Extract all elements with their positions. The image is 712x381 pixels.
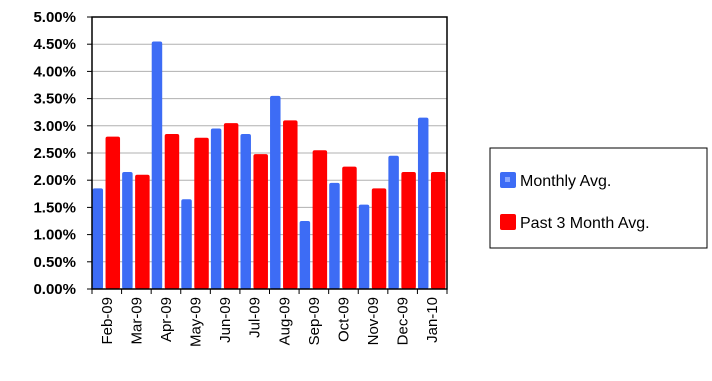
legend-frame xyxy=(489,147,708,249)
bar xyxy=(105,136,121,289)
bar xyxy=(283,120,298,289)
legend-label-past-3-month-avg: Past 3 Month Avg. xyxy=(520,215,650,232)
bar xyxy=(401,172,416,289)
bar-past-3-month-avg xyxy=(194,137,209,289)
bars xyxy=(92,41,446,290)
bar-monthly-avg xyxy=(388,155,399,289)
bar xyxy=(181,199,192,289)
bar xyxy=(122,172,133,289)
bar xyxy=(312,150,328,289)
bar-monthly-avg xyxy=(210,128,222,289)
legend-label-monthly-avg: Monthly Avg. xyxy=(520,173,611,190)
y-tick-label: 3.50% xyxy=(33,91,76,108)
bar-past-3-month-avg xyxy=(135,174,150,289)
bar-monthly-avg xyxy=(417,117,429,289)
bar xyxy=(135,174,150,289)
bar-monthly-avg xyxy=(181,199,192,289)
bar-past-3-month-avg xyxy=(371,188,387,289)
bar-past-3-month-avg xyxy=(105,136,121,289)
bar xyxy=(270,95,281,289)
y-tick-label: 3.00% xyxy=(33,118,76,135)
bar-monthly-avg xyxy=(270,95,281,289)
bar-monthly-avg xyxy=(329,182,340,289)
bar xyxy=(210,128,222,289)
y-tick-label: 4.50% xyxy=(33,36,76,53)
bar xyxy=(417,117,429,289)
bar xyxy=(240,133,251,289)
y-tick-label: 5.00% xyxy=(33,9,76,26)
x-tick-label: Oct-09 xyxy=(335,297,352,342)
bar xyxy=(223,123,239,289)
bar xyxy=(299,221,311,289)
bar-past-3-month-avg xyxy=(312,150,328,289)
bar-past-3-month-avg xyxy=(430,172,446,289)
bar-past-3-month-avg xyxy=(223,123,239,289)
x-tick-label: Feb-09 xyxy=(99,297,116,345)
bar xyxy=(371,188,387,289)
y-tick-label: 0.00% xyxy=(33,281,76,298)
x-tick-label: May-09 xyxy=(188,297,205,347)
bar xyxy=(92,188,104,289)
x-tick-label: Nov-09 xyxy=(365,297,382,345)
bar xyxy=(388,155,399,289)
x-tick-label: Apr-09 xyxy=(158,297,175,342)
y-tick-labels: 0.00% 0.50% 1.00% 1.50% 2.00% 2.50% 3.00% 3.50%… xyxy=(33,9,92,298)
bar xyxy=(329,182,340,289)
bar-past-3-month-avg xyxy=(342,166,357,289)
bar-monthly-avg xyxy=(240,133,251,289)
bar-monthly-avg xyxy=(299,221,311,289)
bar xyxy=(358,204,370,289)
y-tick-label: 2.50% xyxy=(33,145,76,162)
y-tick-label: 4.00% xyxy=(33,63,76,80)
x-tick-label: Aug-09 xyxy=(276,297,293,345)
x-tick-label: Jul-09 xyxy=(247,297,264,338)
bar xyxy=(164,133,180,289)
y-tick-label: 1.50% xyxy=(33,199,76,216)
bar xyxy=(151,41,163,290)
bar-monthly-avg xyxy=(151,41,163,290)
bar xyxy=(430,172,446,289)
x-tick-label: Jan-10 xyxy=(424,297,441,343)
y-tick-label: 2.00% xyxy=(33,172,76,189)
bar xyxy=(253,154,268,289)
bar-past-3-month-avg xyxy=(253,154,268,289)
bar-past-3-month-avg xyxy=(164,133,180,289)
bar-monthly-avg xyxy=(122,172,133,289)
legend: Monthly Avg. Past 3 Month Avg. xyxy=(489,147,708,249)
x-tick-label: Sep-09 xyxy=(306,297,323,345)
legend-swatch-monthly-avg-highlight xyxy=(505,177,510,182)
bar xyxy=(342,166,357,289)
x-tick-label: Mar-09 xyxy=(128,297,145,345)
x-tick-label: Dec-09 xyxy=(395,297,412,345)
bar-past-3-month-avg xyxy=(401,172,416,289)
bar-monthly-avg xyxy=(358,204,370,289)
x-tick-labels: Feb-09 Mar-09 Apr-09 May-09 Jun-09 Jul-09 Aug-… xyxy=(99,297,441,347)
y-tick-label: 1.00% xyxy=(33,227,76,244)
y-tick-label: 0.50% xyxy=(33,254,76,271)
bar-monthly-avg xyxy=(92,188,104,289)
bar-past-3-month-avg xyxy=(283,120,298,289)
bar xyxy=(194,137,209,289)
x-tick-label: Jun-09 xyxy=(217,297,234,343)
legend-swatch-past-3-month-avg xyxy=(500,214,516,230)
